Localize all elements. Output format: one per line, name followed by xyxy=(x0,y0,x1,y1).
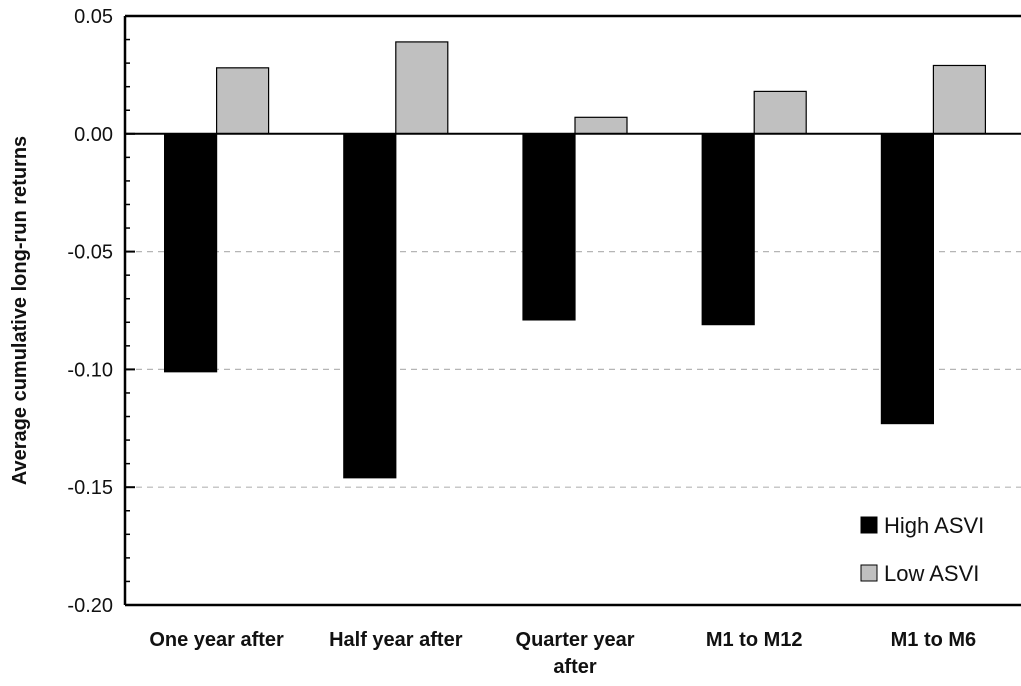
x-category-label: M1 to M6 xyxy=(891,629,977,651)
bar-low-asvi xyxy=(395,41,449,135)
x-category-label: Quarter year xyxy=(516,629,635,651)
legend-label: Low ASVI xyxy=(884,561,979,586)
legend-swatch xyxy=(860,564,878,582)
bar-low-asvi xyxy=(574,116,628,135)
bar-high-asvi xyxy=(164,133,218,373)
legend-label: High ASVI xyxy=(884,513,984,538)
y-tick-label: 0.05 xyxy=(74,6,113,28)
y-tick-label: 0.00 xyxy=(74,124,113,146)
y-axis-title: Average cumulative long-run returns xyxy=(9,136,31,485)
x-category-label: M1 to M12 xyxy=(706,629,803,651)
x-category-label: Half year after xyxy=(329,629,463,651)
bar-low-asvi xyxy=(753,90,807,135)
y-tick-label: -0.05 xyxy=(67,242,113,264)
bar-high-asvi xyxy=(701,133,755,326)
bar-high-asvi xyxy=(522,133,576,321)
y-tick-label: -0.10 xyxy=(67,359,113,381)
bar-high-asvi xyxy=(880,133,935,425)
legend-swatch xyxy=(860,516,878,534)
x-category-label: One year after xyxy=(149,629,284,651)
bar-low-asvi xyxy=(216,67,270,135)
y-tick-label: -0.20 xyxy=(67,595,113,617)
bar-high-asvi xyxy=(343,133,397,479)
y-tick-label: -0.15 xyxy=(67,477,113,499)
bar-low-asvi xyxy=(932,64,987,135)
x-category-label: after xyxy=(553,656,597,678)
